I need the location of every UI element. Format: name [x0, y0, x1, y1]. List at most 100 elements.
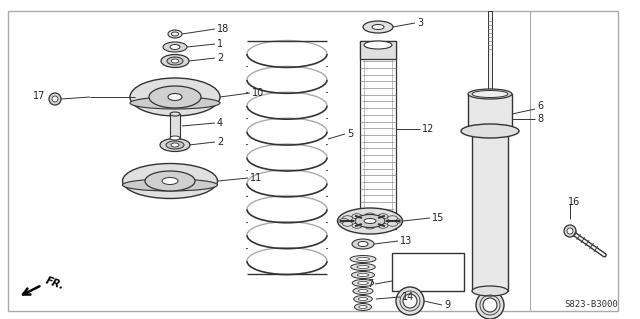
Ellipse shape [162, 177, 178, 184]
Ellipse shape [391, 219, 401, 224]
Text: 2: 2 [217, 53, 223, 63]
Ellipse shape [49, 93, 61, 105]
Text: 1: 1 [217, 39, 223, 49]
Ellipse shape [378, 223, 388, 228]
Ellipse shape [472, 91, 508, 98]
Ellipse shape [122, 179, 218, 191]
Text: FR.: FR. [44, 275, 66, 291]
Ellipse shape [352, 214, 362, 219]
Text: 6: 6 [537, 101, 543, 111]
Ellipse shape [350, 256, 376, 263]
Text: 11: 11 [250, 173, 262, 183]
Ellipse shape [498, 130, 506, 135]
Ellipse shape [171, 143, 179, 147]
Ellipse shape [510, 129, 518, 133]
Bar [488, 11, 492, 94]
Ellipse shape [163, 42, 187, 52]
Text: 16: 16 [568, 197, 580, 207]
Text: 13: 13 [400, 236, 412, 246]
Ellipse shape [474, 130, 482, 135]
Bar [472, 131, 508, 291]
Ellipse shape [396, 287, 424, 315]
Ellipse shape [172, 59, 179, 63]
Ellipse shape [365, 213, 375, 218]
Ellipse shape [483, 298, 497, 312]
Ellipse shape [364, 41, 392, 49]
Bar [392, 253, 464, 291]
Text: 9: 9 [444, 300, 450, 310]
Ellipse shape [337, 208, 403, 234]
Ellipse shape [170, 112, 180, 116]
Ellipse shape [145, 171, 195, 191]
Text: 18: 18 [217, 24, 229, 34]
Ellipse shape [567, 228, 573, 234]
Ellipse shape [564, 225, 576, 237]
Ellipse shape [486, 127, 494, 132]
Ellipse shape [353, 287, 373, 294]
Ellipse shape [465, 129, 473, 134]
Ellipse shape [357, 273, 369, 277]
Ellipse shape [342, 216, 353, 221]
Ellipse shape [161, 55, 189, 68]
Ellipse shape [357, 265, 369, 269]
Ellipse shape [52, 96, 58, 102]
Ellipse shape [507, 128, 515, 133]
Ellipse shape [474, 127, 482, 132]
Ellipse shape [168, 93, 182, 100]
Ellipse shape [465, 128, 473, 133]
Ellipse shape [352, 223, 362, 228]
Ellipse shape [351, 263, 375, 271]
Ellipse shape [170, 44, 180, 49]
Text: 14: 14 [402, 292, 414, 302]
Text: 8: 8 [537, 114, 543, 124]
Ellipse shape [363, 21, 393, 33]
Ellipse shape [149, 86, 201, 108]
Text: 17: 17 [33, 91, 45, 101]
Bar [360, 41, 396, 59]
Ellipse shape [403, 294, 417, 308]
Ellipse shape [365, 224, 375, 229]
Ellipse shape [351, 271, 374, 278]
Ellipse shape [498, 127, 506, 132]
Ellipse shape [472, 286, 508, 296]
Ellipse shape [166, 141, 184, 149]
Text: 4: 4 [217, 118, 223, 128]
Ellipse shape [372, 25, 384, 29]
Ellipse shape [160, 138, 190, 152]
Ellipse shape [378, 214, 388, 219]
Ellipse shape [172, 32, 179, 36]
Ellipse shape [170, 136, 180, 140]
Text: 5: 5 [347, 129, 353, 139]
Ellipse shape [355, 303, 371, 310]
Text: 3: 3 [417, 18, 423, 28]
Bar [468, 94, 512, 131]
Ellipse shape [130, 97, 220, 109]
Ellipse shape [358, 290, 368, 293]
Ellipse shape [342, 221, 353, 226]
Ellipse shape [364, 219, 376, 224]
Ellipse shape [352, 239, 374, 249]
Bar [360, 41, 396, 229]
Ellipse shape [358, 298, 367, 300]
Ellipse shape [476, 291, 504, 319]
Text: S823-B3000: S823-B3000 [564, 300, 618, 309]
Ellipse shape [352, 279, 374, 286]
Ellipse shape [355, 214, 385, 227]
Bar [170, 114, 180, 138]
Ellipse shape [122, 164, 218, 198]
Ellipse shape [461, 124, 519, 138]
Ellipse shape [486, 130, 494, 135]
Ellipse shape [387, 221, 397, 226]
Text: 7: 7 [367, 279, 373, 289]
Ellipse shape [468, 89, 512, 99]
Ellipse shape [507, 129, 515, 134]
Ellipse shape [358, 241, 368, 247]
Ellipse shape [354, 295, 372, 302]
Text: 15: 15 [432, 213, 444, 223]
Text: 10: 10 [252, 88, 264, 98]
Ellipse shape [168, 30, 182, 38]
Ellipse shape [339, 219, 349, 224]
Ellipse shape [462, 129, 470, 133]
Ellipse shape [387, 216, 397, 221]
Text: 12: 12 [422, 124, 435, 134]
